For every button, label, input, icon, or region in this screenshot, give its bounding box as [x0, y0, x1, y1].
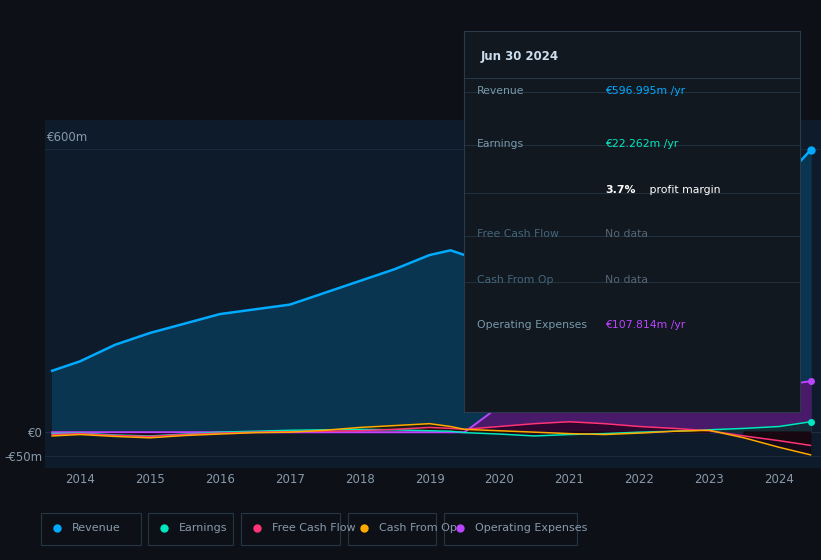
Bar [241, 513, 341, 545]
Bar [148, 513, 233, 545]
Text: No data: No data [605, 274, 649, 284]
Bar [444, 513, 577, 545]
Bar [41, 513, 141, 545]
Text: Operating Expenses: Operating Expenses [475, 523, 587, 533]
Text: Cash From Op: Cash From Op [378, 523, 456, 533]
Text: Jun 30 2024: Jun 30 2024 [481, 50, 559, 63]
Text: Cash From Op: Cash From Op [477, 274, 554, 284]
Text: €107.814m /yr: €107.814m /yr [605, 320, 686, 330]
Text: €22.262m /yr: €22.262m /yr [605, 139, 678, 150]
Text: No data: No data [605, 229, 649, 239]
Text: Free Cash Flow: Free Cash Flow [272, 523, 355, 533]
Text: Earnings: Earnings [477, 139, 525, 150]
Text: €596.995m /yr: €596.995m /yr [605, 86, 686, 96]
Text: Revenue: Revenue [477, 86, 525, 96]
Text: €600m: €600m [47, 131, 88, 144]
Text: profit margin: profit margin [645, 185, 720, 195]
Text: Revenue: Revenue [72, 523, 121, 533]
Bar [348, 513, 437, 545]
Text: Free Cash Flow: Free Cash Flow [477, 229, 559, 239]
Text: Earnings: Earnings [179, 523, 227, 533]
Text: Operating Expenses: Operating Expenses [477, 320, 587, 330]
Text: 3.7%: 3.7% [605, 185, 635, 195]
